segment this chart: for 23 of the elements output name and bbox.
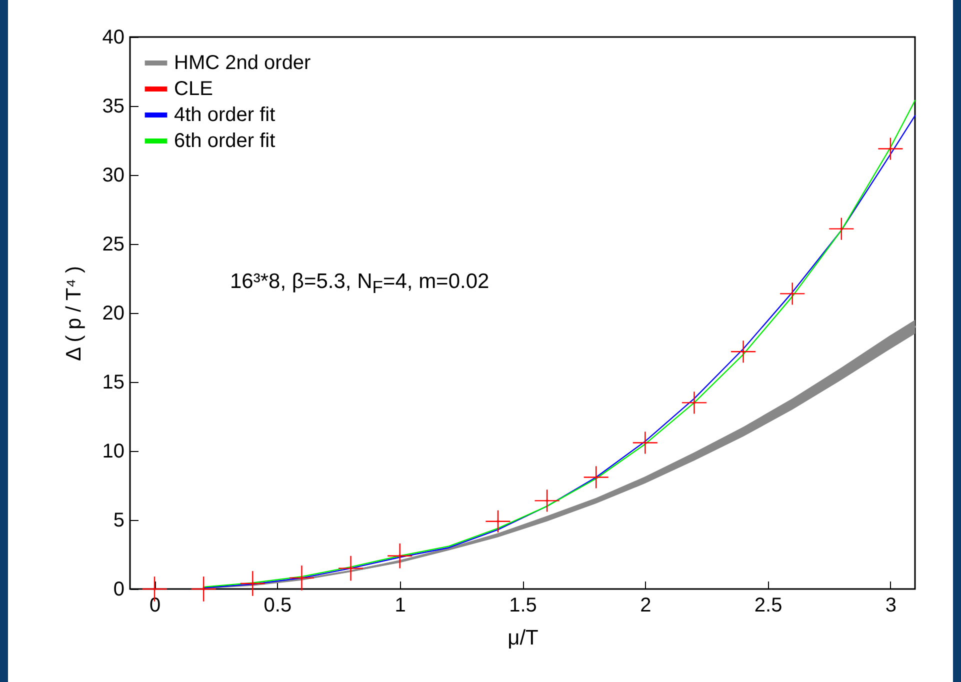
y-tick-label: 20 (102, 302, 124, 324)
legend-label: 6th order fit (174, 130, 276, 152)
x-tick-label: 0 (149, 594, 161, 616)
x-tick-label: 1.5 (509, 594, 537, 616)
x-tick-label: 1 (394, 594, 406, 616)
y-tick-label: 40 (102, 26, 124, 48)
x-tick-label: 3 (885, 594, 897, 616)
y-tick-label: 35 (102, 96, 124, 118)
y-tick-label: 30 (102, 164, 124, 186)
y-axis-title: Δ ( p / T⁴ ) (62, 266, 86, 362)
legend-label: CLE (174, 78, 213, 100)
y-tick-label: 0 (113, 578, 124, 600)
x-tick-label: 2.5 (754, 594, 782, 616)
x-tick-label: 2 (640, 594, 652, 616)
legend-label: HMC 2nd order (174, 52, 312, 74)
y-tick-label: 25 (102, 234, 124, 256)
x-tick-label: 0.5 (264, 594, 292, 616)
x-axis-title: μ/T (508, 626, 539, 650)
y-tick-label: 15 (102, 372, 124, 394)
legend-label: 4th order fit (174, 104, 276, 126)
annotation: 16³*8, β=5.3, N$_{F}$=4, m=0.02 (230, 270, 490, 298)
y-tick-label: 10 (102, 440, 124, 462)
y-tick-label: 5 (113, 510, 124, 532)
